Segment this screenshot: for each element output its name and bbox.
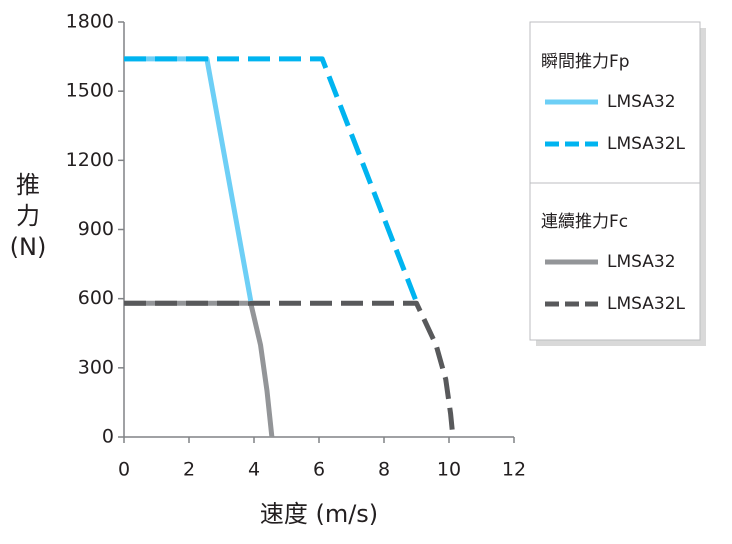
y-tick-label: 1800 xyxy=(66,11,114,33)
y-tick-label: 900 xyxy=(78,218,114,240)
legend-label: LMSA32 xyxy=(607,252,676,272)
legend-box xyxy=(529,21,701,341)
y-tick-label: 0 xyxy=(102,426,114,448)
y-tick-label: 1200 xyxy=(66,149,114,171)
x-tick-label: 6 xyxy=(313,459,325,481)
legend-heading: 瞬間推力Fp xyxy=(541,52,630,72)
legend-label: LMSA32L xyxy=(607,294,686,314)
legend-label: LMSA32 xyxy=(607,92,676,112)
x-axis-label: 速度 (m/s) xyxy=(260,500,378,528)
series-line xyxy=(124,300,456,438)
legend-heading: 連續推力Fc xyxy=(541,212,628,232)
y-tick-label: 300 xyxy=(78,356,114,378)
series-line xyxy=(124,56,419,304)
x-tick-label: 4 xyxy=(248,459,260,481)
legend-label: LMSA32L xyxy=(607,134,686,154)
y-tick-label: 600 xyxy=(78,287,114,309)
y-axis-label: 力 xyxy=(16,202,40,230)
x-tick-label: 0 xyxy=(118,459,130,481)
y-tick-label: 1500 xyxy=(66,80,114,102)
x-tick-label: 8 xyxy=(378,459,390,481)
x-tick-label: 12 xyxy=(502,459,526,481)
x-tick-label: 2 xyxy=(183,459,195,481)
y-axis-label: 推 xyxy=(16,171,40,199)
y-axis-label: (N) xyxy=(10,233,47,261)
x-tick-label: 10 xyxy=(437,459,461,481)
series-line xyxy=(124,56,254,302)
series-line xyxy=(124,300,275,438)
